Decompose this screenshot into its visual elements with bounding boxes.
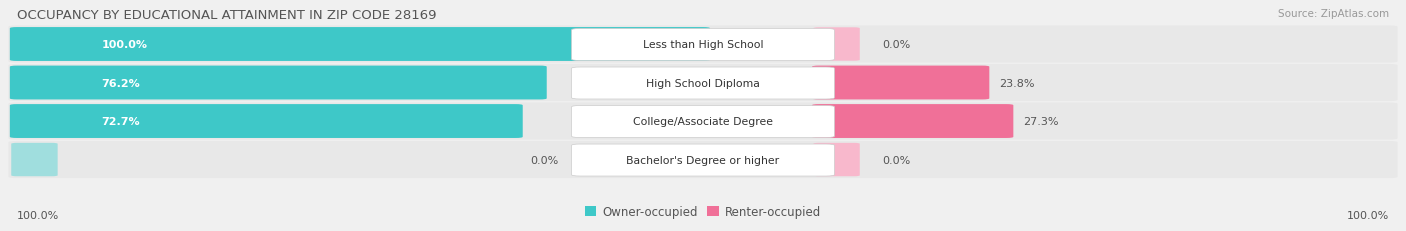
FancyBboxPatch shape <box>813 143 860 176</box>
Text: 72.7%: 72.7% <box>101 116 139 127</box>
Text: 23.8%: 23.8% <box>1000 78 1035 88</box>
Text: 27.3%: 27.3% <box>1024 116 1059 127</box>
Text: 76.2%: 76.2% <box>101 78 141 88</box>
Text: 100.0%: 100.0% <box>17 210 59 220</box>
Text: 100.0%: 100.0% <box>1347 210 1389 220</box>
FancyBboxPatch shape <box>571 106 834 138</box>
Text: Bachelor's Degree or higher: Bachelor's Degree or higher <box>627 155 779 165</box>
FancyBboxPatch shape <box>10 28 710 62</box>
Text: Less than High School: Less than High School <box>643 40 763 50</box>
Text: 0.0%: 0.0% <box>883 155 911 165</box>
Text: 0.0%: 0.0% <box>530 155 560 165</box>
Text: College/Associate Degree: College/Associate Degree <box>633 116 773 127</box>
Text: 100.0%: 100.0% <box>101 40 148 50</box>
FancyBboxPatch shape <box>8 103 1398 140</box>
Legend: Owner-occupied, Renter-occupied: Owner-occupied, Renter-occupied <box>579 201 827 223</box>
FancyBboxPatch shape <box>10 66 547 100</box>
Text: 0.0%: 0.0% <box>883 40 911 50</box>
FancyBboxPatch shape <box>8 141 1398 178</box>
FancyBboxPatch shape <box>571 144 834 176</box>
FancyBboxPatch shape <box>571 29 834 61</box>
Text: High School Diploma: High School Diploma <box>647 78 759 88</box>
FancyBboxPatch shape <box>813 28 860 61</box>
FancyBboxPatch shape <box>10 105 523 138</box>
FancyBboxPatch shape <box>11 143 58 176</box>
Text: Source: ZipAtlas.com: Source: ZipAtlas.com <box>1278 9 1389 19</box>
FancyBboxPatch shape <box>8 65 1398 102</box>
FancyBboxPatch shape <box>571 68 834 100</box>
FancyBboxPatch shape <box>813 66 990 100</box>
Text: OCCUPANCY BY EDUCATIONAL ATTAINMENT IN ZIP CODE 28169: OCCUPANCY BY EDUCATIONAL ATTAINMENT IN Z… <box>17 9 436 22</box>
FancyBboxPatch shape <box>8 26 1398 63</box>
FancyBboxPatch shape <box>813 105 1014 138</box>
